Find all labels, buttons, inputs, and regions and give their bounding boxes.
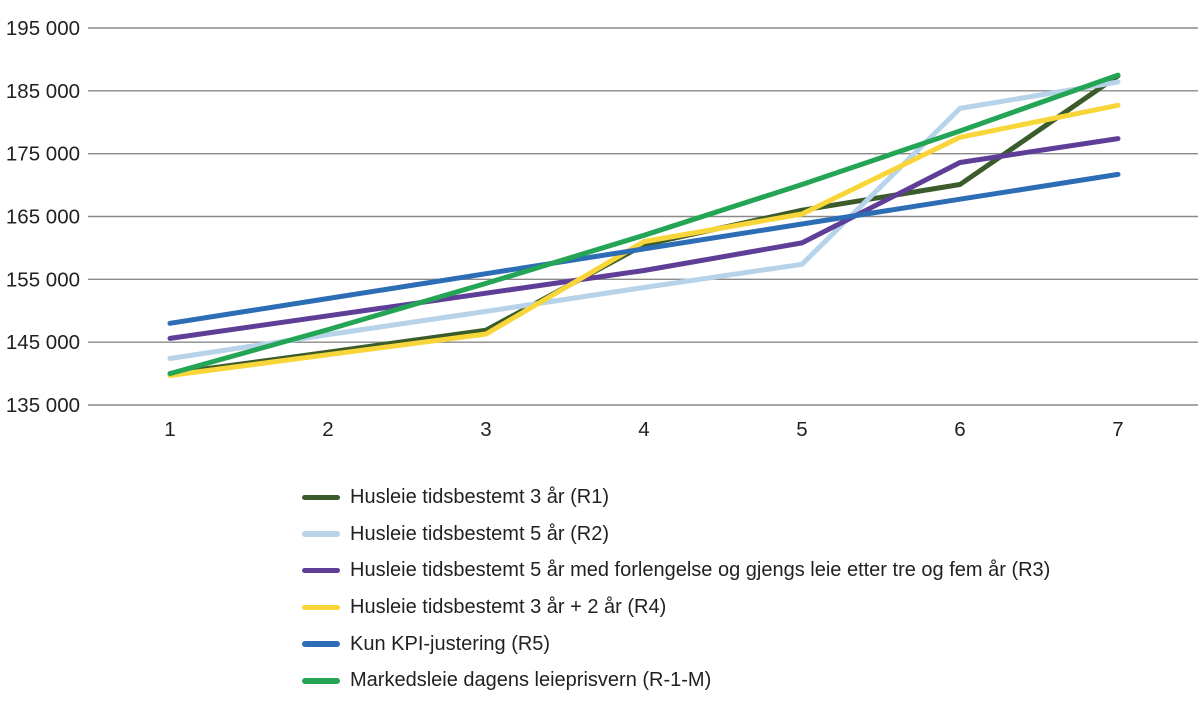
legend-label: Husleie tidsbestemt 3 år (R1) bbox=[350, 485, 609, 508]
x-tick-label: 2 bbox=[322, 418, 333, 441]
legend-item: Husleie tidsbestemt 3 år + 2 år (R4) bbox=[302, 589, 1050, 626]
legend-item: Markedsleie dagens leieprisvern (R-1-M) bbox=[302, 662, 1050, 699]
legend-item: Kun KPI-justering (R5) bbox=[302, 626, 1050, 663]
legend-swatch-line bbox=[302, 678, 340, 684]
series-line bbox=[167, 171, 1121, 326]
legend-label: Husleie tidsbestemt 3 år + 2 år (R4) bbox=[350, 595, 667, 618]
series-line bbox=[167, 72, 1121, 377]
legend-swatch-line bbox=[302, 604, 340, 611]
legend-item: Husleie tidsbestemt 5 år (R2) bbox=[302, 516, 1050, 553]
series-line bbox=[167, 79, 1121, 361]
x-tick-label: 6 bbox=[954, 418, 965, 441]
legend-label: Kun KPI-justering (R5) bbox=[350, 632, 551, 655]
legend-item: Husleie tidsbestemt 3 år (R1) bbox=[302, 479, 1050, 516]
x-tick-label: 3 bbox=[480, 418, 491, 441]
series-lines bbox=[167, 72, 1121, 378]
y-tick-label: 155 000 bbox=[6, 268, 80, 291]
y-tick-label: 135 000 bbox=[6, 394, 80, 417]
y-tick-label: 185 000 bbox=[6, 80, 80, 103]
x-tick-label: 1 bbox=[164, 418, 175, 441]
series-line bbox=[167, 136, 1121, 341]
line-chart: 195 000 185 000 175 000 165 000 155 000 145 0… bbox=[6, 17, 1198, 441]
x-axis-labels: 1 2 3 4 5 6 7 bbox=[164, 418, 1123, 441]
y-tick-label: 145 000 bbox=[6, 331, 80, 354]
legend-swatch-line bbox=[302, 567, 340, 574]
legend: Husleie tidsbestemt 3 år (R1) Husleie ti… bbox=[302, 479, 1050, 699]
legend-swatch-line bbox=[302, 641, 340, 647]
legend-item: Husleie tidsbestemt 5 år med forlengelse… bbox=[302, 552, 1050, 589]
x-tick-label: 5 bbox=[796, 418, 807, 441]
y-tick-label: 195 000 bbox=[6, 17, 80, 40]
legend-swatch-line bbox=[302, 531, 340, 537]
x-tick-label: 7 bbox=[1112, 418, 1123, 441]
legend-label: Husleie tidsbestemt 5 år med forlengelse… bbox=[350, 559, 1051, 582]
series-line bbox=[167, 73, 1121, 377]
legend-label: Husleie tidsbestemt 5 år (R2) bbox=[350, 522, 609, 545]
series-line bbox=[167, 102, 1121, 378]
x-tick-label: 4 bbox=[638, 418, 649, 441]
y-tick-label: 175 000 bbox=[6, 143, 80, 166]
y-tick-label: 165 000 bbox=[6, 206, 80, 229]
legend-label: Markedsleie dagens leieprisvern (R-1-M) bbox=[350, 669, 712, 692]
legend-swatch-line bbox=[302, 494, 340, 501]
y-axis-labels: 195 000 185 000 175 000 165 000 155 000 145 0… bbox=[6, 17, 80, 417]
